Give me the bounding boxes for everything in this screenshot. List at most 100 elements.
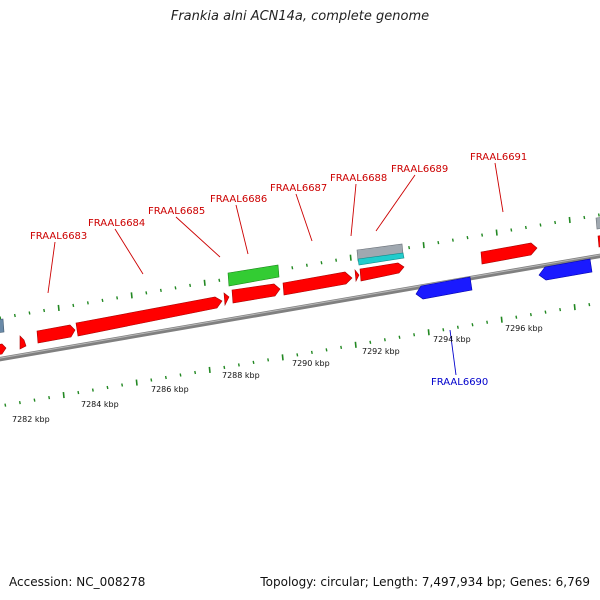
gene-label[interactable]: FRAAL6687 — [270, 183, 327, 194]
scale-label: 7284 kbp — [81, 400, 119, 409]
minor-tick — [43, 308, 46, 313]
minor-tick — [121, 383, 124, 387]
gene-label[interactable]: FRAAL6684 — [88, 218, 145, 229]
gene-label[interactable]: FRAAL6688 — [330, 173, 387, 184]
minor-tick — [106, 385, 109, 390]
genome-backbone — [0, 253, 600, 362]
minor-tick — [515, 315, 518, 319]
gene-arrow[interactable] — [19, 335, 27, 350]
minor-tick — [325, 348, 328, 352]
gene-arrow-reverse[interactable] — [415, 276, 473, 300]
scale-label-layer: 7282 kbp 7284 kbp 7286 kbp 7288 kbp 7290 kbp… — [12, 324, 543, 424]
gene-arrow[interactable] — [223, 292, 230, 307]
minor-tick — [164, 375, 167, 380]
misc-feature[interactable] — [0, 318, 5, 333]
gene-arrow[interactable] — [231, 283, 281, 304]
minor-tick — [524, 225, 527, 230]
minor-tick — [398, 335, 401, 339]
minor-tick — [116, 296, 119, 300]
minor-tick — [481, 233, 484, 237]
minor-tick — [179, 373, 182, 377]
minor-tick — [291, 266, 294, 270]
minor-tick — [335, 258, 338, 262]
label-leader-line — [350, 183, 357, 237]
minor-tick — [194, 370, 197, 375]
major-tick — [573, 304, 576, 311]
minor-tick — [145, 291, 148, 295]
label-leader-line — [494, 162, 504, 213]
minor-tick — [4, 403, 7, 407]
major-tick — [203, 279, 206, 286]
minor-tick — [413, 333, 416, 337]
label-leader-line — [449, 329, 457, 376]
major-tick — [208, 366, 211, 374]
major-tick — [281, 354, 284, 361]
label-leader-line — [47, 241, 56, 294]
gene-label[interactable]: FRAAL6689 — [391, 164, 448, 175]
minor-tick — [539, 223, 542, 227]
minor-tick — [583, 215, 586, 220]
gene-arrow[interactable] — [36, 324, 76, 344]
minor-tick — [28, 311, 31, 315]
gene-arrow-reverse[interactable] — [538, 258, 593, 281]
minor-tick — [554, 220, 557, 225]
inner-tick-ring — [4, 302, 591, 407]
label-leader-line — [235, 204, 249, 255]
minor-tick — [597, 213, 600, 217]
scale-label: 7288 kbp — [222, 371, 260, 380]
minor-tick — [267, 358, 270, 362]
minor-tick — [471, 323, 474, 327]
outer-tick-ring — [0, 213, 600, 320]
minor-tick — [437, 240, 440, 245]
minor-tick — [218, 278, 221, 282]
minor-tick — [588, 302, 591, 307]
minor-tick — [150, 378, 153, 382]
minor-tick — [159, 288, 162, 292]
rna-gene[interactable] — [227, 264, 280, 287]
major-tick — [495, 229, 498, 236]
minor-tick — [237, 363, 240, 367]
minor-tick — [544, 310, 547, 314]
gene-arrow[interactable] — [0, 343, 7, 355]
gene-arrow[interactable] — [359, 262, 405, 282]
major-tick — [135, 379, 138, 386]
gene-arrow[interactable] — [75, 296, 223, 337]
minor-tick — [101, 298, 104, 303]
label-leader-line — [295, 193, 313, 242]
misc-feature[interactable] — [357, 252, 405, 266]
label-leader-line — [114, 228, 144, 275]
gene-arrow[interactable] — [480, 242, 538, 265]
gene-label[interactable]: FRAAL6683 — [30, 231, 87, 242]
gene-label[interactable]: FRAAL6691 — [470, 152, 527, 163]
minor-tick — [510, 228, 513, 232]
minor-tick — [451, 238, 454, 242]
minor-tick — [408, 245, 411, 250]
major-tick — [354, 341, 357, 348]
minor-tick — [252, 360, 255, 365]
minor-tick — [0, 316, 2, 320]
minor-tick — [456, 325, 459, 329]
minor-tick — [369, 340, 372, 344]
minor-tick — [18, 400, 21, 405]
gene-label[interactable]: FRAAL6690 — [431, 377, 488, 388]
major-tick — [130, 292, 133, 299]
minor-tick — [86, 301, 89, 305]
major-tick — [57, 304, 60, 312]
minor-tick — [72, 303, 75, 308]
gene-label[interactable]: FRAAL6686 — [210, 194, 267, 205]
label-leader-line — [375, 174, 416, 232]
gene-label[interactable]: FRAAL6685 — [148, 206, 205, 217]
genome-backbone-highlight — [0, 254, 600, 359]
misc-feature[interactable] — [595, 217, 600, 230]
genome-summary: Topology: circular; Length: 7,497,934 bp… — [260, 575, 590, 589]
minor-tick — [466, 235, 469, 240]
minor-tick — [33, 398, 36, 402]
major-tick — [427, 329, 430, 336]
scale-label: 7294 kbp — [433, 335, 471, 344]
gene-arrow[interactable] — [282, 271, 353, 296]
minor-tick — [174, 286, 177, 290]
major-tick — [500, 316, 503, 323]
minor-tick — [189, 283, 192, 287]
genome-title: Frankia alni ACN14a, complete genome — [170, 9, 430, 24]
gene-arrow[interactable] — [354, 269, 360, 283]
